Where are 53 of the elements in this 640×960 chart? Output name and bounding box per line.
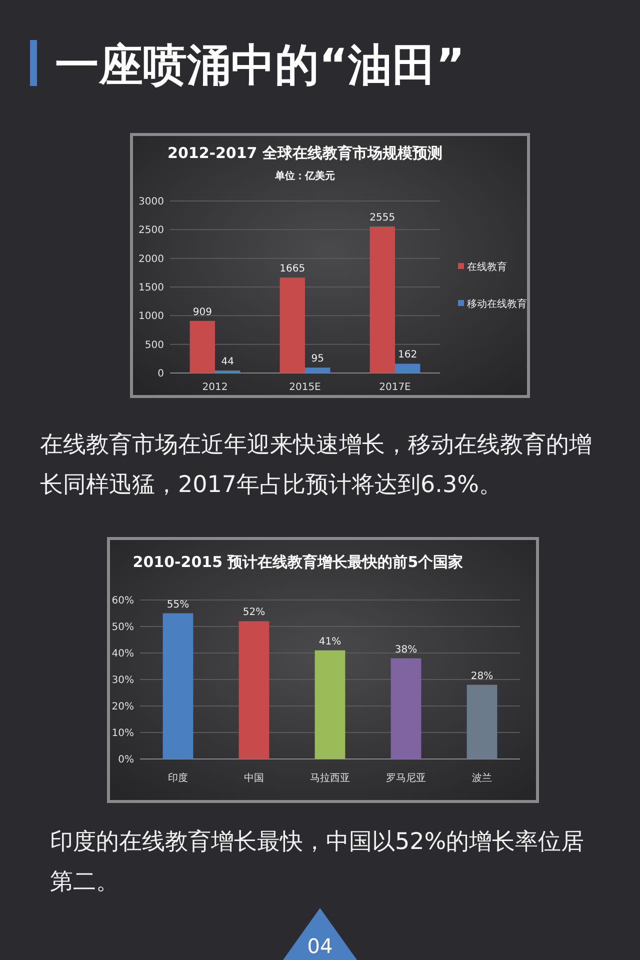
x-tick-label: 2012 xyxy=(202,382,228,393)
y-tick-label: 0% xyxy=(118,754,134,766)
data-label: 909 xyxy=(192,306,212,318)
legend-label: 移动在线教育 xyxy=(467,298,527,310)
y-tick-label: 1500 xyxy=(138,282,164,294)
data-label: 41% xyxy=(318,636,342,648)
bar xyxy=(305,368,330,373)
bar xyxy=(162,613,194,759)
y-tick-label: 30% xyxy=(112,675,134,686)
bar xyxy=(215,370,240,373)
y-tick-label: 500 xyxy=(144,340,164,351)
text: 一座喷涌中的“油田” xyxy=(55,40,465,91)
text: 在线教育市场在近年迎来快速增长，移动在线教育的增长同样迅猛，2017年占比预计将达到6.3%。 xyxy=(40,431,593,500)
y-tick-label: 60% xyxy=(112,596,134,606)
chart-subtitle: 单位：亿美元 xyxy=(274,170,335,182)
data-label: 1665 xyxy=(280,264,306,275)
legend-label: 在线教育 xyxy=(467,261,507,273)
y-tick-label: 40% xyxy=(112,648,134,660)
data-label: 38% xyxy=(394,644,418,656)
bar xyxy=(466,684,498,759)
y-tick-label: 1000 xyxy=(138,311,164,322)
y-tick-label: 50% xyxy=(112,622,134,633)
x-tick-label: 2017E xyxy=(379,382,411,393)
x-tick-label: 罗马尼亚 xyxy=(386,773,426,784)
x-tick-label: 中国 xyxy=(244,772,264,784)
x-tick-label: 波兰 xyxy=(472,772,492,784)
y-tick-label: 20% xyxy=(112,702,134,712)
data-label: 28% xyxy=(470,670,494,682)
data-label: 95 xyxy=(311,354,324,365)
data-label: 44 xyxy=(221,356,234,368)
bar xyxy=(395,364,420,373)
data-label: 52% xyxy=(242,607,266,618)
bar xyxy=(280,278,305,373)
chart-title: 2010-2015 预计在线教育增长最快的前5个国家 xyxy=(132,553,464,571)
data-label: 2555 xyxy=(370,212,396,224)
text: 印度的在线教育增长最快，中国以52%的增长率位居第二。 xyxy=(50,828,586,897)
y-tick-label: 0 xyxy=(158,368,164,380)
y-tick-label: 2500 xyxy=(138,225,164,236)
y-tick-label: 2000 xyxy=(138,254,164,265)
data-label: 55% xyxy=(166,599,190,610)
bar xyxy=(238,621,270,759)
y-tick-label: 3000 xyxy=(138,196,164,208)
bar xyxy=(190,320,215,373)
x-tick-label: 马拉西亚 xyxy=(310,772,350,784)
chart-title: 2012-2017 全球在线教育市场规模预测 xyxy=(168,144,442,162)
bar xyxy=(314,650,346,759)
bar xyxy=(390,658,422,759)
x-tick-label: 2015E xyxy=(289,382,321,393)
text: 04 xyxy=(307,934,333,958)
bar xyxy=(370,226,395,373)
y-tick-label: 10% xyxy=(112,728,134,739)
x-tick-label: 印度 xyxy=(168,772,188,784)
data-label: 162 xyxy=(398,350,418,361)
